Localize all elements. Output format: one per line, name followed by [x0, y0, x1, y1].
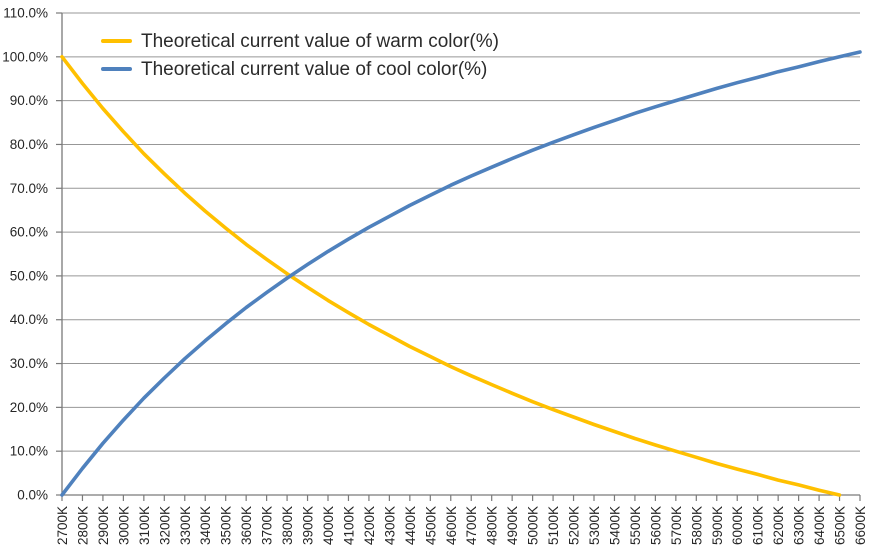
legend: Theoretical current value of warm color(…: [101, 27, 499, 83]
series-line-warm: [60, 54, 842, 497]
x-axis-tick-label: 6100K: [751, 506, 766, 545]
x-axis-tick-label: 2900K: [96, 506, 111, 545]
legend-label-warm: Theoretical current value of warm color(…: [141, 30, 499, 52]
x-axis-tick-label: 3800K: [280, 506, 295, 545]
x-axis-tick-label: 6600K: [853, 506, 868, 545]
x-axis-tick-label: 4800K: [485, 506, 500, 545]
x-axis-tick-label: 5300K: [587, 506, 602, 545]
x-axis-tick-label: 3000K: [116, 506, 131, 545]
y-axis-tick-label: 110.0%: [3, 6, 48, 21]
legend-item-cool: Theoretical current value of cool color(…: [101, 55, 499, 83]
x-axis-tick-label: 3900K: [301, 506, 316, 545]
x-axis-tick-label: 6200K: [771, 506, 786, 545]
y-axis-tick-label: 0.0%: [17, 488, 48, 503]
y-axis-tick-label: 30.0%: [10, 356, 48, 371]
y-axis-tick-label: 70.0%: [10, 181, 48, 196]
x-axis-tick-label: 3200K: [157, 506, 172, 545]
x-axis-tick-label: 5500K: [628, 506, 643, 545]
y-axis-tick-label: 60.0%: [10, 225, 48, 240]
x-axis-tick-label: 5900K: [710, 506, 725, 545]
x-axis-tick-label: 5600K: [648, 506, 663, 545]
axes-group: [56, 12, 861, 501]
x-axis-tick-label: 3300K: [178, 506, 193, 545]
x-axis-tick-label: 3600K: [239, 506, 254, 545]
y-axis-tick-label: 80.0%: [10, 137, 48, 152]
x-axis-tick-label: 4900K: [505, 506, 520, 545]
x-axis-tick-label: 4200K: [362, 506, 377, 545]
series-group: [60, 50, 862, 497]
legend-label-cool: Theoretical current value of cool color(…: [141, 58, 488, 80]
warm-line-swatch: [101, 39, 132, 43]
x-axis-tick-label: 5700K: [669, 506, 684, 545]
x-axis-tick-label: 5100K: [546, 506, 561, 545]
x-axis-tick-label: 6400K: [812, 506, 827, 545]
x-axis-tick-label: 5000K: [526, 506, 541, 545]
x-axis-tick-label: 4300K: [382, 506, 397, 545]
x-axis-tick-label: 5400K: [607, 506, 622, 545]
x-axis-tick-label: 6000K: [730, 506, 745, 545]
x-axis-tick-label: 3100K: [137, 506, 152, 545]
x-axis-labels-group: 2700K 2800K 2900K 3000K 3100K 3200K 3300K 3400K…: [55, 506, 868, 545]
y-axis-labels-group: 0.0% 10.0% 20.0% 30.0% 40.0% 50.0% 60.0% 70.0% 8…: [2, 6, 48, 503]
legend-item-warm: Theoretical current value of warm color(…: [101, 27, 499, 55]
y-axis-tick-label: 50.0%: [10, 268, 48, 283]
series-line-cool: [60, 50, 862, 497]
x-axis-tick-label: 4700K: [464, 506, 479, 545]
x-axis-tick-label: 5800K: [689, 506, 704, 545]
x-axis-tick-label: 4100K: [341, 506, 356, 545]
x-axis-tick-label: 4600K: [444, 506, 459, 545]
y-axis-tick-label: 10.0%: [10, 444, 48, 459]
x-axis-tick-label: 5200K: [567, 506, 582, 545]
x-axis-tick-label: 4400K: [403, 506, 418, 545]
x-axis-tick-label: 4500K: [423, 506, 438, 545]
x-axis-tick-label: 3500K: [219, 506, 234, 545]
x-axis-tick-label: 6300K: [792, 506, 807, 545]
cool-line-swatch: [101, 67, 132, 71]
y-axis-tick-label: 20.0%: [10, 400, 48, 415]
y-axis-tick-label: 90.0%: [10, 93, 48, 108]
x-axis-tick-label: 3400K: [198, 506, 213, 545]
y-axis-tick-label: 40.0%: [10, 312, 48, 327]
x-axis-tick-label: 6500K: [833, 506, 848, 545]
y-axis-tick-label: 100.0%: [2, 49, 48, 64]
x-axis-tick-label: 2800K: [75, 506, 90, 545]
x-axis-tick-label: 4000K: [321, 506, 336, 545]
gridlines-group: [62, 12, 860, 452]
x-axis-tick-label: 2700K: [55, 506, 70, 545]
x-axis-tick-label: 3700K: [260, 506, 275, 545]
